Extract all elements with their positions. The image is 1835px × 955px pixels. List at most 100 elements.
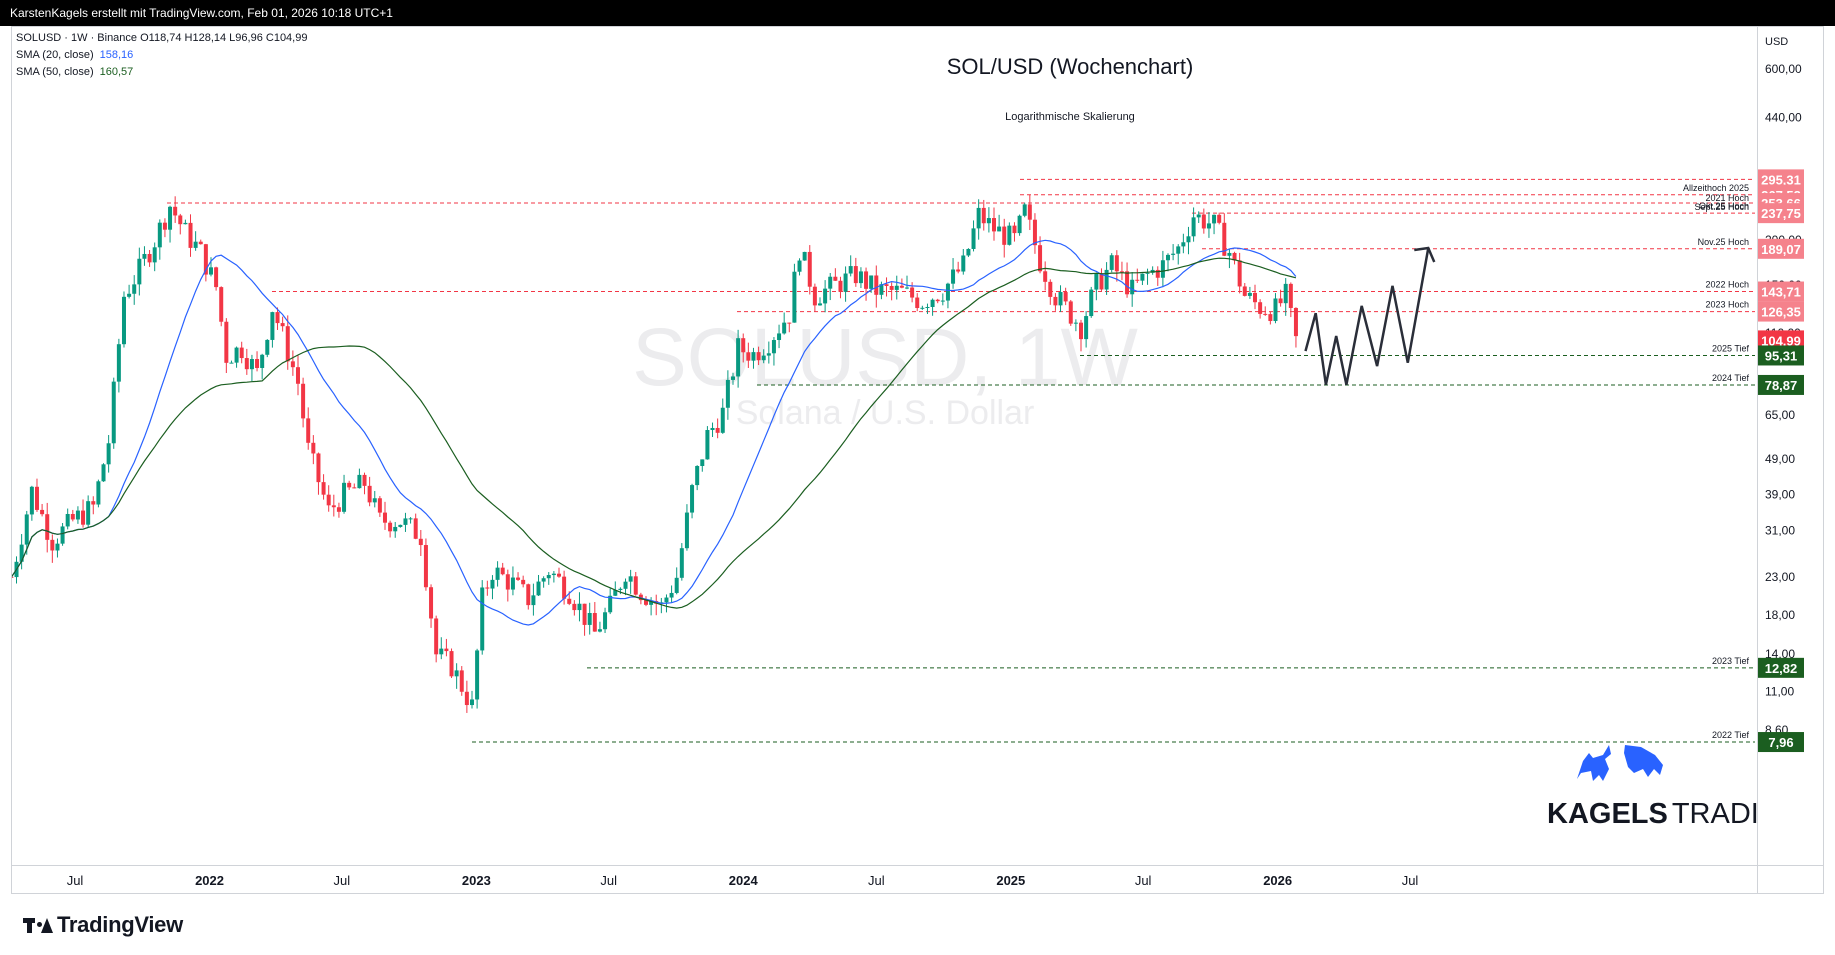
candle-body — [899, 285, 904, 288]
candle-body — [679, 548, 684, 578]
candle-body — [418, 538, 423, 546]
moving-averages — [12, 239, 1297, 626]
candle-body — [367, 485, 372, 503]
candle-body — [777, 333, 782, 341]
projection-line — [1304, 247, 1430, 385]
candle-body — [966, 248, 971, 256]
candle-body — [725, 379, 730, 408]
bear-icon — [1624, 745, 1663, 777]
candle-body — [823, 288, 828, 304]
watermark-description: Solana / U.S. Dollar — [736, 394, 1035, 432]
watermark-symbol: SOLUSD, 1W — [632, 312, 1138, 403]
candle-body — [500, 567, 505, 575]
candle-body — [60, 526, 65, 544]
candle-body — [45, 514, 50, 540]
sma20-line — [12, 239, 1297, 626]
price-badge-bg — [1758, 345, 1804, 366]
candle-body — [577, 603, 582, 611]
price-axis[interactable]: 600,00440,00200,00150,00110,0065,0049,00… — [1757, 27, 1823, 893]
time-tick-label: Jul — [1402, 873, 1419, 888]
candle-body — [301, 383, 306, 419]
candle-body — [1293, 307, 1298, 337]
price-badge-bg — [1758, 281, 1804, 302]
candle-body — [700, 459, 705, 467]
candle-body — [572, 603, 577, 611]
candle-body — [311, 442, 316, 454]
candle-body — [1038, 245, 1043, 272]
candle-body — [224, 321, 229, 363]
candle-body — [249, 359, 254, 370]
time-tick-label: 2024 — [729, 873, 759, 888]
candle-body — [137, 258, 142, 285]
candle-body — [1099, 273, 1104, 290]
candle-body — [597, 629, 602, 632]
time-tick-label: Jul — [1135, 873, 1152, 888]
tradingview-logo[interactable]: TradingView — [23, 912, 183, 938]
candle-body — [331, 505, 336, 508]
candle-body — [521, 579, 526, 585]
candle-body — [526, 584, 531, 606]
candle-body — [234, 347, 239, 363]
price-badge-bg — [1758, 330, 1804, 351]
candle-body — [858, 271, 863, 284]
candle-body — [162, 222, 167, 230]
candles — [12, 194, 1298, 713]
time-tick-label: 2022 — [195, 873, 224, 888]
candle-body — [75, 510, 80, 520]
candle-body — [173, 206, 178, 216]
candle-body — [372, 498, 377, 503]
price-tick-label: 49,00 — [1765, 452, 1795, 466]
candle-body — [1114, 255, 1119, 272]
legend: SOLUSD · 1W · Binance O118,74 H128,14 L9… — [16, 32, 307, 78]
candle-body — [265, 339, 270, 355]
price-badge-bg — [1758, 203, 1804, 224]
price-badge-bg — [1758, 657, 1804, 678]
candle-body — [1058, 292, 1063, 306]
candle-body — [976, 207, 981, 229]
level-label: 2021 Hoch — [1705, 193, 1749, 203]
candle-body — [280, 323, 285, 327]
candle-body — [1222, 222, 1227, 256]
candle-body — [362, 474, 367, 486]
candle-body — [157, 222, 162, 248]
candle-body — [864, 271, 869, 289]
candle-body — [1253, 292, 1258, 303]
price-badge-bg — [1758, 238, 1804, 259]
candle-body — [802, 251, 807, 261]
candle-body — [956, 269, 961, 272]
candle-body — [981, 207, 986, 224]
price-chart[interactable]: SOLUSD, 1W Solana / U.S. Dollar Allzeith… — [12, 27, 1823, 893]
candle-body — [1247, 292, 1252, 296]
candle-body — [531, 595, 536, 606]
candle-body — [1063, 292, 1068, 302]
candle-body — [183, 222, 188, 225]
chart-panel[interactable]: SOLUSD, 1W Solana / U.S. Dollar Allzeith… — [11, 26, 1824, 894]
price-tick-label: 440,00 — [1765, 110, 1802, 124]
candle-body — [710, 427, 715, 431]
time-axis[interactable]: Jul 2022 Jul 2023 Jul 2024 Jul 2025 Jul 2026 Jul — [12, 865, 1823, 889]
price-badge-bg — [1758, 169, 1804, 190]
candle-body — [12, 576, 14, 578]
candle-body — [516, 577, 521, 580]
candle-body — [935, 299, 940, 302]
price-badge: 237,75 — [1758, 203, 1804, 224]
candle-body — [894, 285, 899, 290]
candle-body — [1104, 269, 1109, 290]
candle-body — [705, 430, 710, 460]
legend-sma50-label: SMA (50, close) — [16, 66, 94, 78]
candle-body — [485, 587, 490, 589]
candle-body — [879, 284, 884, 295]
candle-body — [613, 589, 618, 596]
time-tick-label: Jul — [334, 873, 351, 888]
candle-body — [848, 266, 853, 274]
candle-body — [86, 501, 91, 525]
candle-body — [997, 226, 1002, 232]
level-label: 2025 Tief — [1712, 343, 1750, 353]
candle-body — [623, 581, 628, 589]
candle-body — [1288, 283, 1293, 308]
candle-body — [925, 306, 930, 308]
candle-body — [1145, 272, 1150, 274]
candle-body — [930, 299, 935, 307]
candle-body — [444, 648, 449, 652]
